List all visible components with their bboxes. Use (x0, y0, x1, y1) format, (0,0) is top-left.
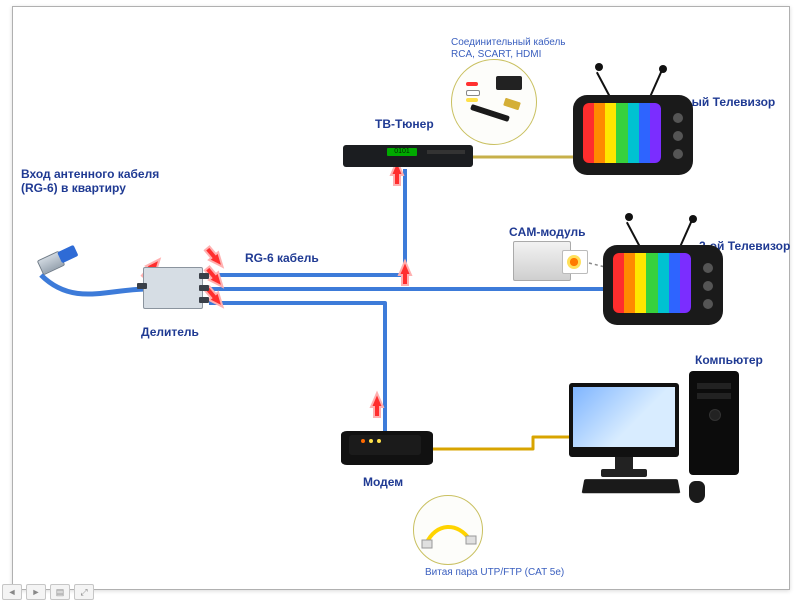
slideshow-nav: ◄ ► ▤ ⤢ (2, 584, 94, 600)
nav-next-icon[interactable]: ► (26, 584, 46, 600)
conn-cable-label: Соединительный кабель RCA, SCART, HDMI (451, 37, 566, 61)
tv2-icon (603, 225, 723, 335)
nav-full-icon[interactable]: ⤢ (74, 584, 94, 600)
mouse-icon (689, 481, 705, 503)
tuner-label: ТВ-Тюнер (375, 117, 434, 131)
rg6-label: RG-6 кабель (245, 251, 319, 265)
utp-cable-inset (413, 495, 483, 565)
utp-label: Витая пара UTP/FTP (CAT 5e) (425, 567, 564, 579)
computer-label: Компьютер (695, 353, 763, 367)
nav-grid-icon[interactable]: ▤ (50, 584, 70, 600)
modem-label: Модем (363, 475, 403, 489)
cam-label: CAM-модуль (509, 225, 586, 239)
antenna-in-label: Вход антенного кабеля (RG-6) в квартиру (21, 167, 159, 196)
diagram-stage: Вход антенного кабеля (RG-6) в квартиру … (12, 6, 790, 590)
cam-module-icon (513, 241, 571, 281)
keyboard-icon (582, 479, 681, 493)
splitter-label: Делитель (141, 325, 199, 339)
pc-tower-icon (689, 371, 739, 475)
nav-prev-icon[interactable]: ◄ (2, 584, 22, 600)
coax-plug-icon (37, 251, 66, 276)
tv-tuner-icon: 0101 (343, 137, 473, 169)
splitter-icon (143, 259, 221, 315)
connector-cable-inset (451, 59, 537, 145)
pc-monitor-icon (569, 383, 689, 483)
tv1-label: 1-ый Телевизор (681, 95, 775, 109)
modem-icon (341, 421, 433, 467)
tv1-icon (573, 75, 693, 185)
